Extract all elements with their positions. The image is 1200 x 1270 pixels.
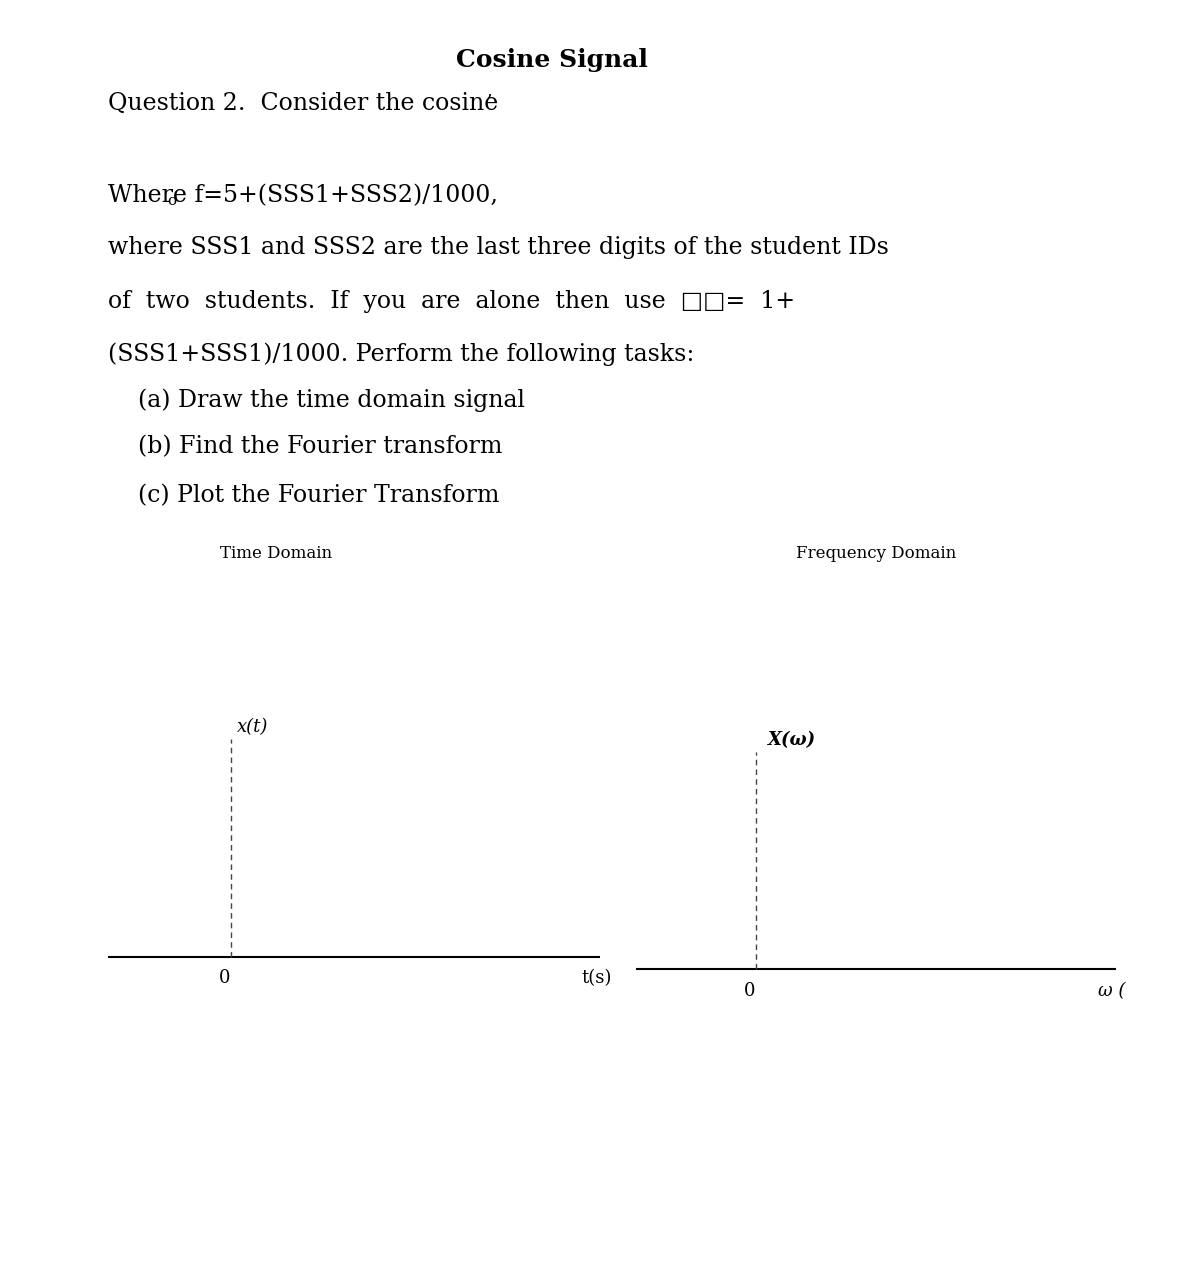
Text: where SSS1 and SSS2 are the last three digits of the student IDs: where SSS1 and SSS2 are the last three d… bbox=[108, 236, 889, 259]
Text: Question 2.  Consider the cosine: Question 2. Consider the cosine bbox=[108, 91, 498, 114]
Text: 0: 0 bbox=[220, 969, 230, 987]
Text: o: o bbox=[168, 194, 176, 208]
Text: Frequency Domain: Frequency Domain bbox=[796, 545, 956, 561]
Text: t(s): t(s) bbox=[582, 969, 612, 987]
Text: 0: 0 bbox=[744, 982, 756, 999]
Text: ,: , bbox=[486, 81, 492, 99]
Text: of  two  students.  If  you  are  alone  then  use  □□=  1+: of two students. If you are alone then u… bbox=[108, 290, 796, 312]
Text: (c) Plot the Fourier Transform: (c) Plot the Fourier Transform bbox=[138, 484, 499, 507]
Text: ω (: ω ( bbox=[1098, 982, 1126, 999]
Text: X(ω): X(ω) bbox=[768, 732, 816, 749]
Text: Cosine Signal: Cosine Signal bbox=[456, 48, 648, 72]
Text: (SSS1+SSS1)/1000. Perform the following tasks:: (SSS1+SSS1)/1000. Perform the following … bbox=[108, 343, 695, 367]
Text: (a) Draw the time domain signal: (a) Draw the time domain signal bbox=[138, 389, 526, 413]
Text: Where f=5+(SSS1+SSS2)/1000,: Where f=5+(SSS1+SSS2)/1000, bbox=[108, 184, 498, 207]
Text: (b) Find the Fourier transform: (b) Find the Fourier transform bbox=[138, 436, 503, 458]
Text: Time Domain: Time Domain bbox=[220, 545, 332, 561]
Text: x(t): x(t) bbox=[238, 719, 269, 737]
